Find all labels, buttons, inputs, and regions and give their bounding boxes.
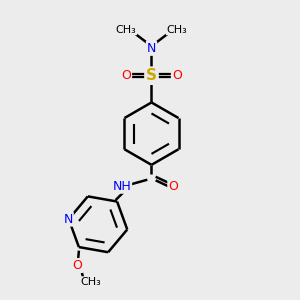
Text: CH₃: CH₃ bbox=[167, 25, 187, 34]
Text: O: O bbox=[172, 69, 182, 82]
Text: CH₃: CH₃ bbox=[80, 277, 101, 287]
Text: S: S bbox=[146, 68, 157, 83]
Text: O: O bbox=[168, 180, 178, 193]
Text: CH₃: CH₃ bbox=[116, 25, 136, 34]
Text: N: N bbox=[147, 42, 156, 55]
Text: O: O bbox=[73, 259, 82, 272]
Text: O: O bbox=[121, 69, 131, 82]
Text: N: N bbox=[63, 213, 73, 226]
Text: NH: NH bbox=[112, 180, 131, 193]
